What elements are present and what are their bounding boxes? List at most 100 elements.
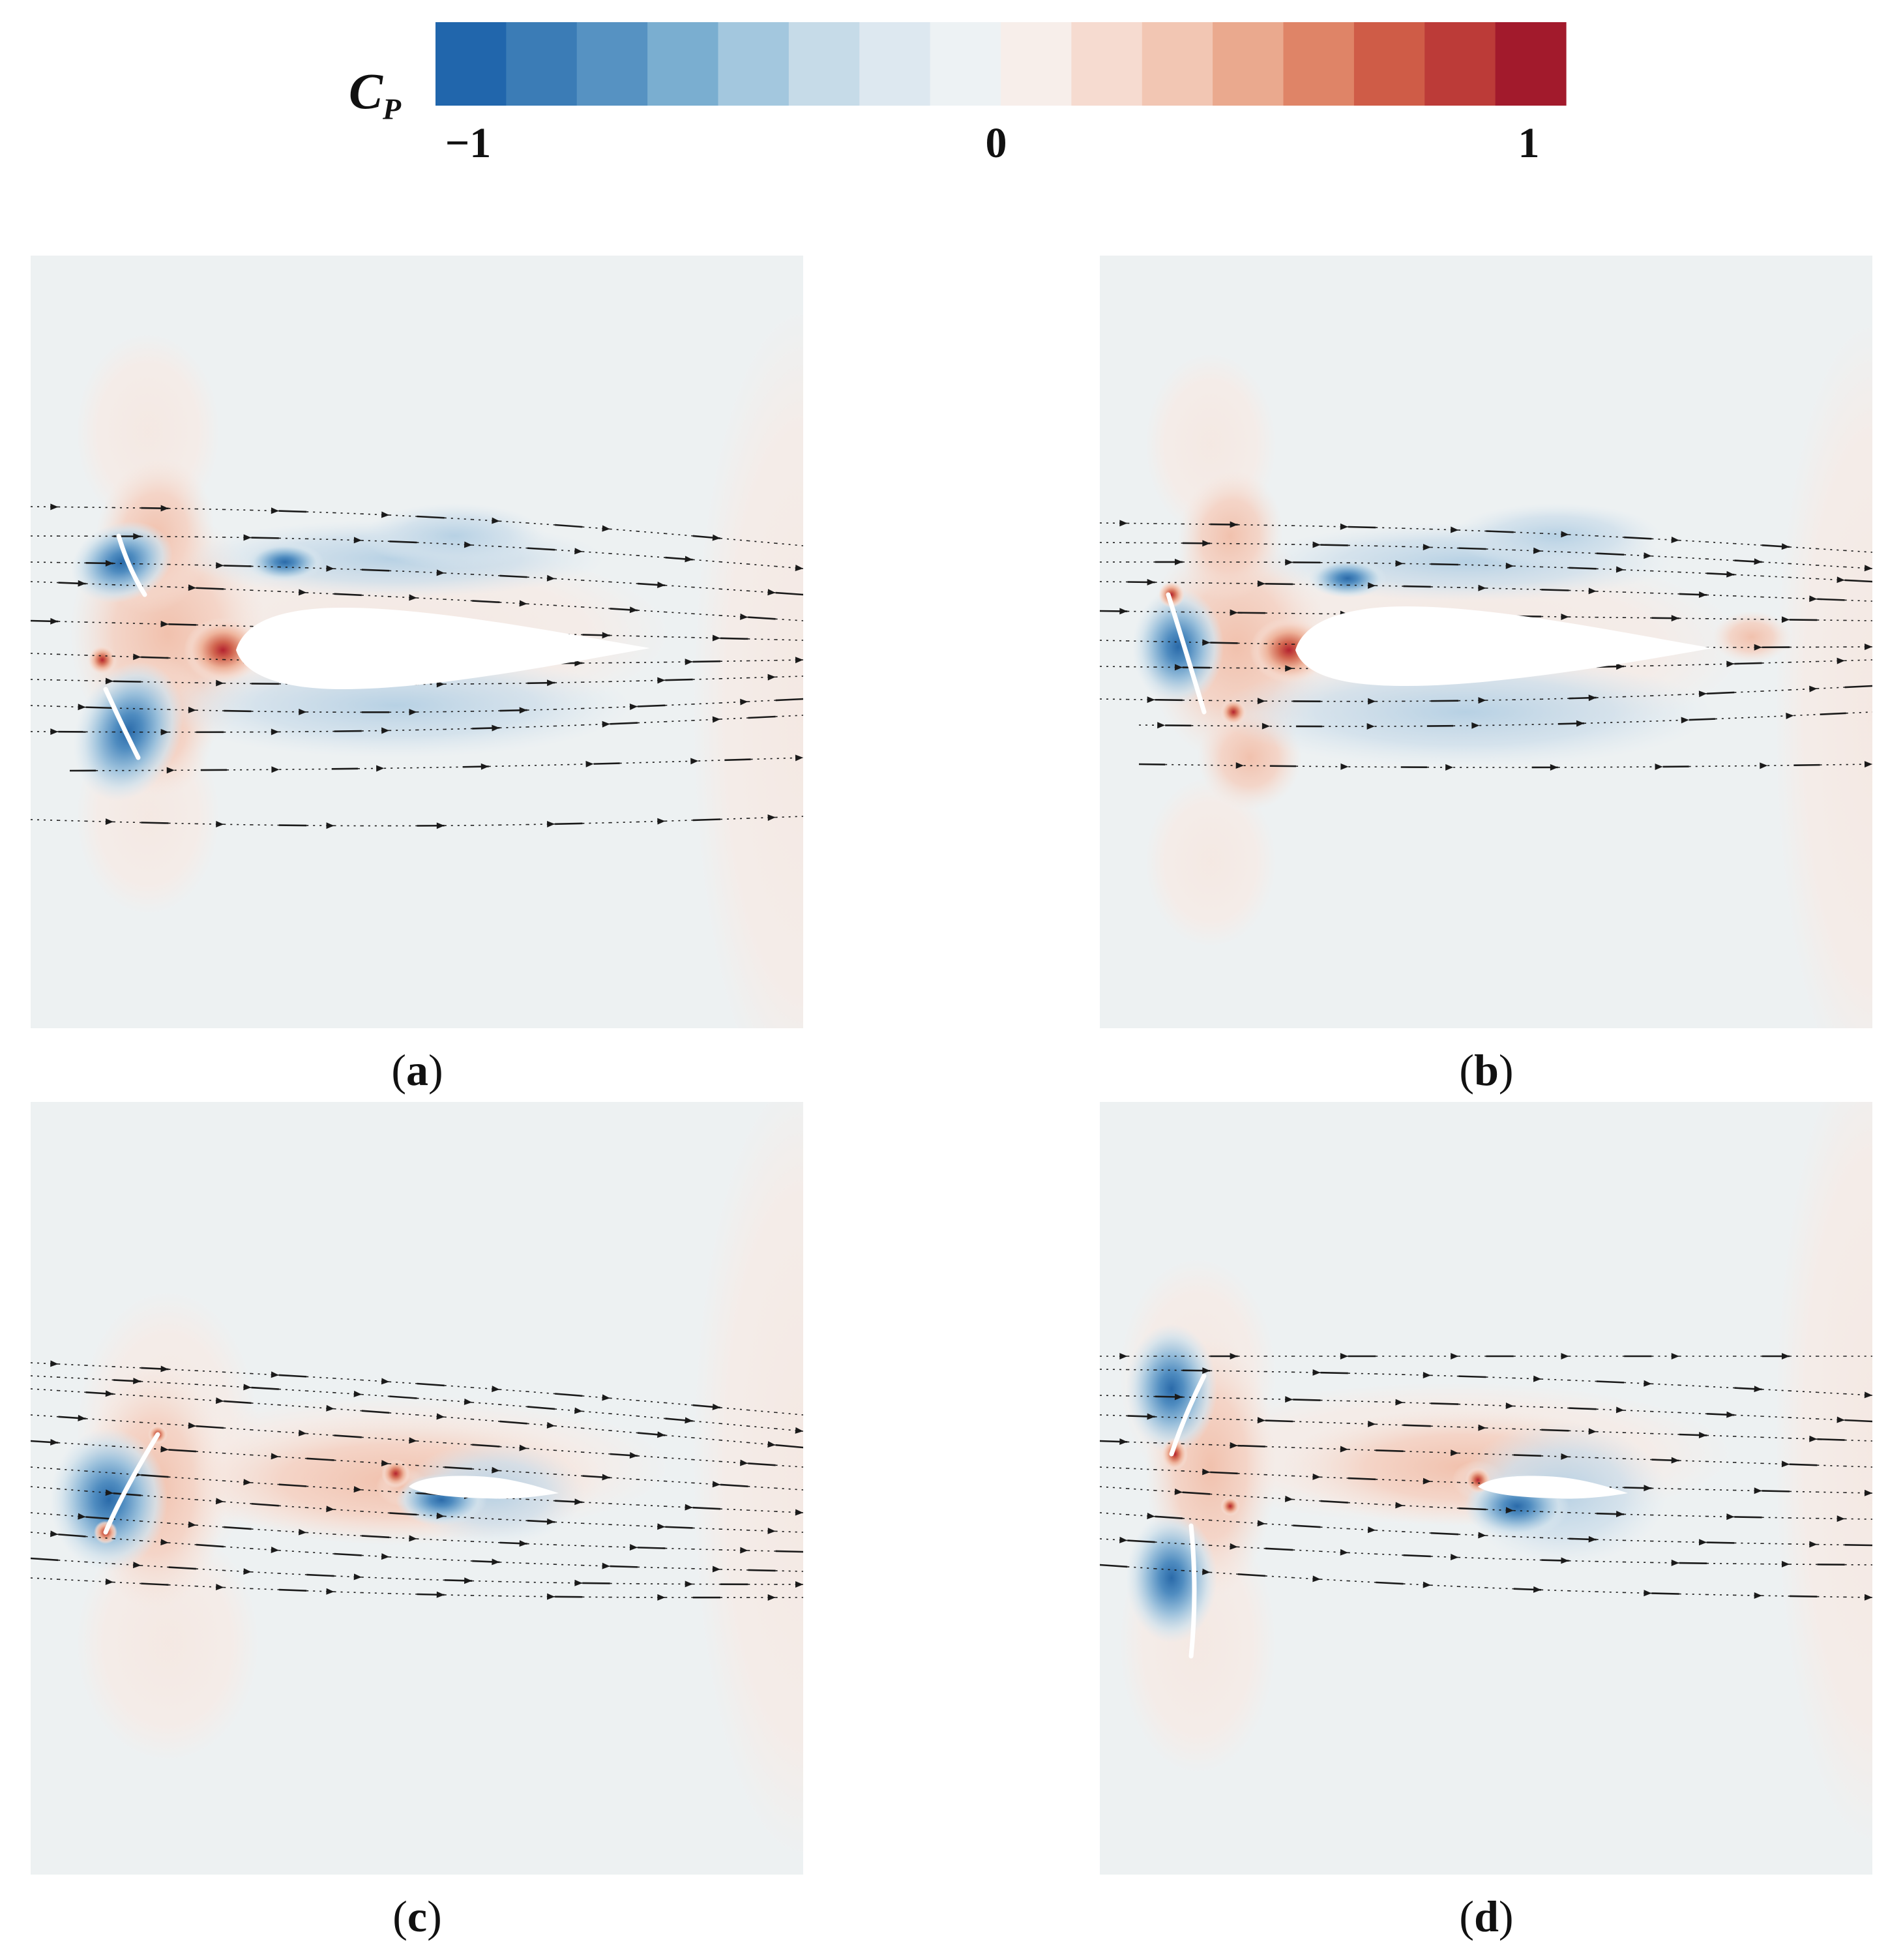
streamline-arrow xyxy=(1837,657,1845,664)
streamline-segment xyxy=(1817,1464,1845,1467)
streamline-segment xyxy=(499,1389,527,1393)
streamline-segment xyxy=(85,583,113,586)
streamline-segment xyxy=(720,818,748,820)
streamline-arrow xyxy=(353,1390,362,1397)
streamline-segment xyxy=(1100,698,1128,700)
streamline-segment xyxy=(389,541,417,544)
streamline-segment xyxy=(1430,1556,1459,1558)
streamline-segment xyxy=(1486,1453,1514,1456)
streamline-segment xyxy=(1790,619,1818,621)
streamline-segment xyxy=(417,1514,445,1517)
streamline-segment xyxy=(1376,1423,1404,1426)
streamline-arrow xyxy=(436,1512,445,1519)
streamline-segment xyxy=(306,1406,334,1410)
streamline-segment xyxy=(527,547,555,551)
streamline-arrow xyxy=(629,1452,638,1459)
streamline-segment xyxy=(1265,1371,1293,1373)
streamline-segment xyxy=(306,567,334,570)
streamline-segment xyxy=(775,715,803,717)
streamline-segment xyxy=(1624,1561,1652,1564)
streamline-arrow xyxy=(1754,1487,1762,1494)
streamline-segment xyxy=(1679,557,1707,559)
streamline-arrow xyxy=(1655,764,1663,771)
streamline-segment xyxy=(444,543,473,546)
streamline-segment xyxy=(1403,527,1431,530)
streamline-segment xyxy=(555,604,583,608)
streamline-arrow xyxy=(1837,1515,1845,1522)
streamline-arrow xyxy=(464,541,473,548)
streamline-segment xyxy=(582,551,610,554)
streamline-segment xyxy=(1844,566,1872,569)
streamline-segment xyxy=(1403,1554,1431,1558)
streamline-segment xyxy=(748,1569,776,1572)
streamline-arrow xyxy=(1864,644,1872,651)
streamline-segment xyxy=(113,1581,141,1584)
streamline-arrow xyxy=(78,1414,86,1421)
streamline-arrow xyxy=(602,632,610,639)
streamline-segment xyxy=(1762,1416,1790,1418)
streamline-segment xyxy=(1513,1558,1542,1561)
streamline-segment xyxy=(1100,1486,1128,1489)
streamline-segment xyxy=(610,821,638,824)
streamline-segment xyxy=(1182,1517,1211,1521)
streamline-segment xyxy=(196,587,224,590)
streamline-segment xyxy=(306,1433,334,1436)
streamline-arrow xyxy=(1202,1468,1211,1476)
streamline-segment xyxy=(582,1410,610,1414)
streamline-segment xyxy=(1403,1450,1431,1453)
streamline-segment xyxy=(775,1530,803,1533)
streamline-arrow xyxy=(50,1530,59,1537)
streamline-segment xyxy=(1430,1425,1459,1428)
streamline-segment xyxy=(334,539,362,541)
streamline-segment xyxy=(141,656,169,659)
streamline-segment xyxy=(1458,1403,1486,1406)
streamline-segment xyxy=(610,1565,638,1568)
streamline-segment xyxy=(1320,1500,1348,1504)
streamline-segment xyxy=(334,1434,362,1438)
streamline-segment xyxy=(1237,524,1265,526)
streamline-arrow xyxy=(685,1417,693,1424)
streamline-segment xyxy=(31,705,59,707)
streamline-segment xyxy=(582,606,610,610)
streamline-arrow xyxy=(1505,562,1514,569)
streamline-segment xyxy=(720,1439,748,1444)
streamline-segment xyxy=(168,1476,196,1479)
streamline-arrow xyxy=(1147,1413,1155,1420)
streamline-segment xyxy=(168,623,196,626)
streamline-arrow xyxy=(1174,664,1183,671)
streamline-segment xyxy=(389,514,417,517)
streamline-segment xyxy=(1541,1511,1569,1513)
streamline-arrow xyxy=(629,606,638,614)
streamline-arrow xyxy=(492,724,500,732)
streamline-segment xyxy=(1376,1401,1404,1403)
streamline-segment xyxy=(1707,691,1735,695)
pressure-halo xyxy=(692,308,803,1028)
streamline-segment xyxy=(251,1386,279,1390)
streamline-segment xyxy=(1217,764,1244,766)
streamline-arrow xyxy=(409,1535,417,1542)
streamline-segment xyxy=(499,520,527,524)
streamline-arrow xyxy=(1588,1428,1597,1435)
streamline-segment xyxy=(1596,1408,1625,1411)
streamline-segment xyxy=(58,1389,86,1393)
streamline-arrow xyxy=(1312,1473,1321,1480)
streamline-arrow xyxy=(50,617,59,625)
streamline-segment xyxy=(1430,1532,1459,1536)
streamline-segment xyxy=(251,537,279,539)
streamline-segment xyxy=(361,1511,390,1514)
streamline-segment xyxy=(1679,692,1707,696)
streamline-segment xyxy=(692,1420,721,1425)
streamline-segment xyxy=(1376,1530,1404,1532)
streamline-segment xyxy=(1762,689,1790,692)
streamline-segment xyxy=(1320,526,1348,527)
flapping-plate xyxy=(1166,592,1207,715)
streamline-segment xyxy=(113,584,141,587)
streamline-segment xyxy=(665,584,693,588)
streamline-segment xyxy=(224,1427,252,1431)
streamline-segment xyxy=(1430,546,1459,549)
streamline-segment xyxy=(638,555,666,558)
streamline-segment xyxy=(168,822,196,825)
streamline-segment xyxy=(168,1397,196,1400)
streamline-segment xyxy=(1541,1537,1569,1539)
streamline-segment xyxy=(1348,1552,1376,1555)
